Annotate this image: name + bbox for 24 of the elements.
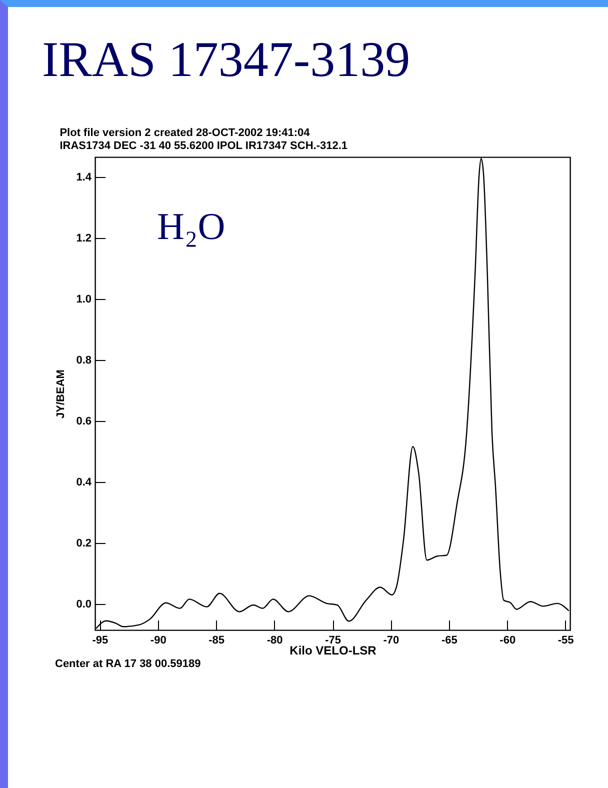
line-series <box>96 158 570 630</box>
y-axis-title: JY/BEAM <box>55 370 68 418</box>
x-axis-title: Kilo VELO-LSR <box>290 644 377 658</box>
x-tick-label: -80 <box>266 634 283 646</box>
x-tick-label: -70 <box>383 634 400 646</box>
y-tick-label: 1.2 <box>76 232 92 244</box>
y-tick-label: 0.0 <box>76 598 92 611</box>
text: Center at RA 17 38 00.59189 <box>55 658 201 670</box>
x-tick-label: -95 <box>92 634 108 646</box>
y-tick-label: 0.8 <box>76 354 92 366</box>
x-tick-label: -75 <box>325 634 341 646</box>
annotation: H₂O <box>157 206 226 248</box>
chart-subtitle: Plot file version 2 created 28-OCT-2002 19:41:04 IRAS1734 DEC -31 40 55.6200 IPOL IR17347 SCH.-312.1 <box>60 127 348 152</box>
x-tick-label: -65 <box>441 634 458 646</box>
x-tick-label: -60 <box>500 634 516 646</box>
y-tick-label: 0.2 <box>76 538 92 550</box>
x-tick-label: -90 <box>150 634 166 646</box>
y-tick-label: 1.4 <box>76 171 92 184</box>
y-tick-label: 0.4 <box>76 476 92 488</box>
x-tick-label: -55 <box>558 634 574 646</box>
x-tick-label: -85 <box>208 634 225 646</box>
chart-title: IRAS 17347-3139 <box>42 30 410 88</box>
y-tick-label: 1.0 <box>76 293 92 306</box>
y-tick-label: 0.6 <box>76 415 92 428</box>
